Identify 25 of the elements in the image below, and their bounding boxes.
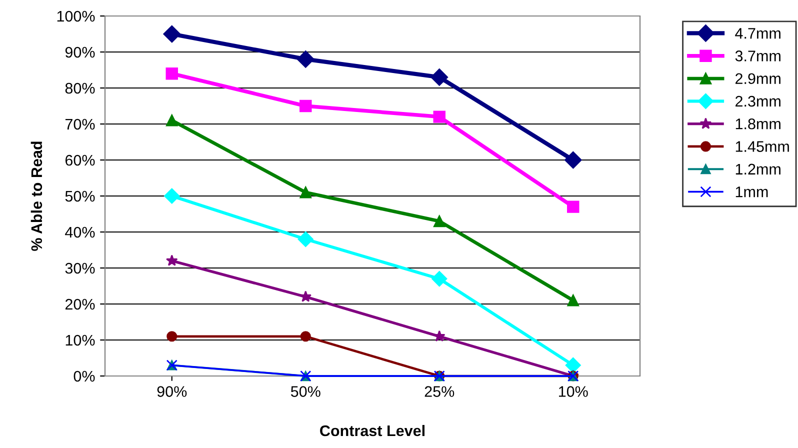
- y-tick-label: 90%: [65, 46, 95, 58]
- legend-label: 3.7mm: [735, 50, 780, 62]
- x-tick-label: 25%: [424, 386, 454, 397]
- y-tick-label: 10%: [66, 334, 95, 346]
- legend-label: 1.45mm: [736, 141, 789, 152]
- x-tick-label: 50%: [290, 386, 320, 397]
- y-tick-label: 60%: [65, 154, 95, 166]
- y-tick-label: 40%: [65, 226, 95, 238]
- legend-label: 1.2mm: [736, 164, 780, 174]
- y-tick-label: 30%: [65, 262, 95, 274]
- x-tick-label: 90%: [157, 386, 187, 397]
- legend-label: 1mm: [736, 186, 768, 198]
- y-axis-title: % Able to Read: [30, 142, 42, 251]
- y-tick-label: 20%: [65, 298, 95, 310]
- legend-label: 1.8mm: [736, 118, 780, 130]
- y-tick-label: 50%: [65, 190, 95, 202]
- legend-label: 4.7mm: [735, 28, 780, 39]
- x-tick-label: 10%: [559, 386, 588, 397]
- y-tick-label: 0%: [74, 370, 95, 382]
- legend-label: 2.9mm: [736, 73, 780, 84]
- legend-label: 2.3mm: [736, 96, 780, 107]
- y-tick-label: 80%: [65, 82, 95, 94]
- x-axis-title: Contrast Level: [320, 424, 424, 436]
- y-tick-label: 70%: [65, 118, 95, 130]
- y-tick-label: 100%: [57, 10, 95, 22]
